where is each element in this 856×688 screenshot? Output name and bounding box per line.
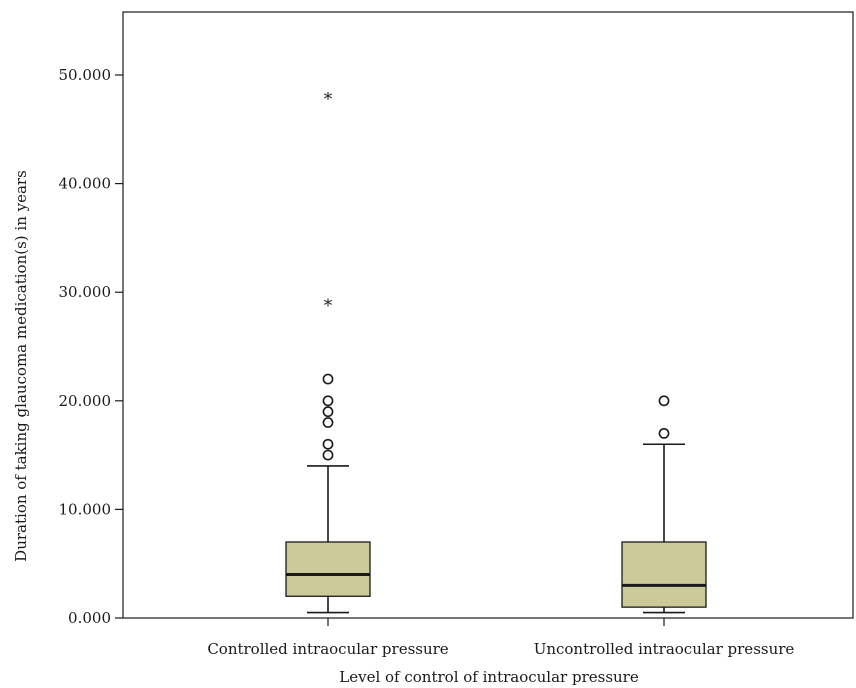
outlier-point: [658, 395, 670, 407]
y-tick-label: 50.000: [59, 66, 112, 84]
extreme-point: *: [324, 90, 333, 110]
outlier-point: [322, 395, 334, 407]
x-category-label: Controlled intraocular pressure: [207, 640, 448, 658]
y-tick-label: 40.000: [59, 175, 112, 193]
y-tick-label: 10.000: [59, 500, 112, 518]
outlier-point: [322, 438, 334, 450]
iqr-box: [285, 541, 371, 597]
box-2: [621, 395, 707, 614]
y-axis-title: Duration of taking glaucoma medication(s…: [12, 170, 30, 562]
plot-border: [122, 11, 854, 619]
y-axis: 0.000 10.000 20.000 30.000 40.000 50.000: [59, 66, 123, 627]
outlier-point: [322, 406, 334, 418]
box-1: **: [285, 90, 371, 614]
x-axis: Controlled intraocular pressure Uncontrol…: [207, 618, 794, 658]
iqr-box: [621, 541, 707, 608]
y-tick-label: 30.000: [59, 283, 112, 301]
outlier-point: [658, 427, 670, 439]
extreme-point: *: [324, 296, 333, 316]
x-axis-title: Level of control of intraocular pressure: [339, 668, 639, 686]
outlier-point: [322, 417, 334, 428]
plot-area: [122, 11, 854, 619]
y-tick-label: 20.000: [59, 392, 112, 410]
outlier-point: [322, 449, 334, 461]
outlier-point: [322, 373, 334, 385]
y-tick-label: 0.000: [68, 609, 111, 627]
box-series: **: [285, 90, 707, 614]
x-category-label: Uncontrolled intraocular pressure: [534, 640, 795, 658]
